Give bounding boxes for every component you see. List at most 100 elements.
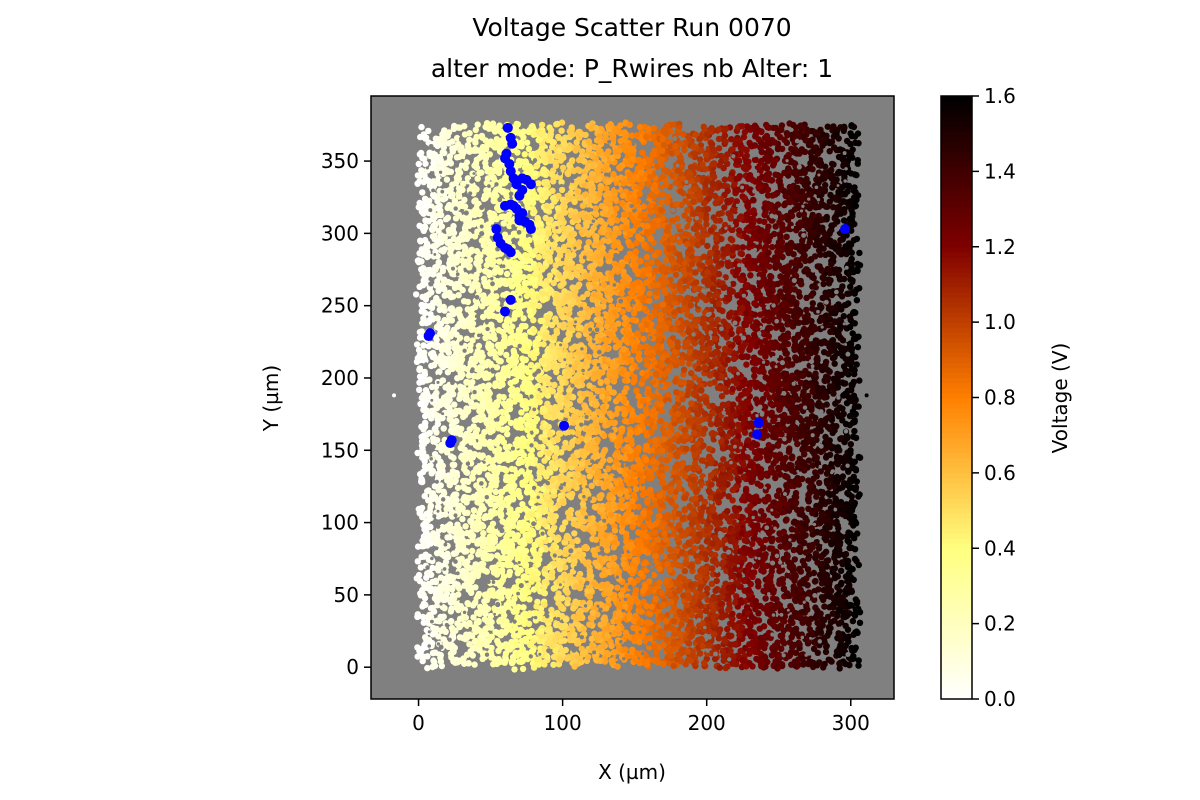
field-point — [728, 226, 735, 234]
field-point — [757, 311, 764, 318]
field-point — [741, 429, 749, 436]
field-point — [789, 121, 797, 129]
field-point — [856, 619, 864, 626]
field-point — [626, 121, 633, 129]
field-point — [447, 650, 455, 657]
field-point — [639, 149, 646, 156]
field-point — [652, 441, 660, 448]
field-point — [462, 523, 469, 530]
field-point — [847, 441, 854, 448]
field-point — [651, 252, 658, 259]
field-point — [782, 517, 790, 524]
field-point — [640, 335, 647, 343]
field-point — [592, 205, 600, 212]
field-point — [419, 189, 426, 196]
field-point — [621, 377, 629, 384]
field-point — [552, 159, 559, 166]
field-point — [751, 372, 758, 380]
field-point — [496, 258, 503, 265]
field-point — [450, 235, 457, 242]
field-point — [846, 544, 853, 552]
field-point — [727, 474, 734, 482]
field-point — [643, 343, 650, 350]
field-point — [783, 473, 790, 480]
field-point — [424, 664, 431, 672]
field-point — [539, 443, 546, 451]
field-point — [854, 343, 862, 351]
field-point — [474, 348, 481, 355]
field-point — [447, 186, 454, 193]
field-point — [823, 452, 830, 460]
field-point — [664, 637, 671, 644]
field-point — [478, 169, 485, 176]
field-point — [457, 383, 464, 390]
field-point — [760, 623, 768, 630]
chart-title: Voltage Scatter Run 0070 — [472, 13, 791, 42]
field-point — [560, 324, 567, 331]
field-point — [416, 386, 423, 393]
field-point — [442, 628, 449, 635]
field-point — [605, 596, 612, 603]
field-point — [537, 451, 544, 458]
field-point — [585, 239, 592, 246]
field-point — [637, 344, 644, 351]
field-point — [479, 655, 486, 662]
field-point — [432, 425, 439, 432]
field-point — [443, 176, 451, 183]
field-point — [784, 334, 792, 341]
field-point — [463, 159, 470, 166]
field-point — [851, 427, 858, 435]
field-point — [824, 123, 831, 130]
field-point — [790, 583, 797, 590]
field-point — [496, 618, 503, 625]
field-point — [511, 466, 518, 473]
field-point — [571, 530, 578, 537]
field-point — [507, 419, 515, 427]
field-point — [422, 413, 429, 420]
field-point — [557, 385, 564, 392]
field-point — [663, 464, 670, 472]
field-point — [525, 145, 533, 153]
field-point — [433, 336, 440, 344]
field-point — [798, 417, 806, 424]
field-point — [645, 156, 652, 164]
field-point — [474, 121, 481, 128]
field-point — [473, 259, 480, 266]
field-point — [535, 253, 543, 261]
chart-subtitle: alter mode: P_Rwires nb Alter: 1 — [431, 54, 833, 83]
field-point — [718, 393, 726, 400]
field-point — [716, 162, 723, 169]
field-point — [422, 160, 429, 167]
field-point — [460, 298, 468, 305]
field-point — [469, 547, 476, 555]
field-point — [461, 548, 468, 555]
field-point — [520, 604, 527, 611]
field-point — [470, 393, 477, 400]
field-point — [523, 139, 531, 146]
field-point — [622, 488, 629, 495]
field-point — [463, 378, 470, 386]
field-point — [610, 389, 617, 396]
field-point — [471, 233, 479, 240]
field-point — [673, 215, 681, 222]
field-point — [511, 666, 518, 673]
field-point — [660, 660, 667, 668]
field-point — [417, 471, 424, 478]
field-point — [475, 342, 483, 350]
field-point — [471, 661, 478, 668]
field-point — [569, 284, 576, 291]
field-point — [842, 622, 849, 630]
field-point — [492, 488, 499, 496]
field-point — [635, 354, 642, 361]
field-point — [520, 537, 527, 545]
field-point — [412, 291, 420, 298]
field-point — [838, 619, 845, 626]
field-point — [839, 337, 847, 344]
field-point — [633, 387, 640, 394]
field-point — [812, 370, 819, 377]
field-point — [652, 595, 659, 602]
field-point — [751, 300, 758, 307]
voltage-field-points — [392, 119, 869, 673]
field-point — [851, 612, 859, 619]
